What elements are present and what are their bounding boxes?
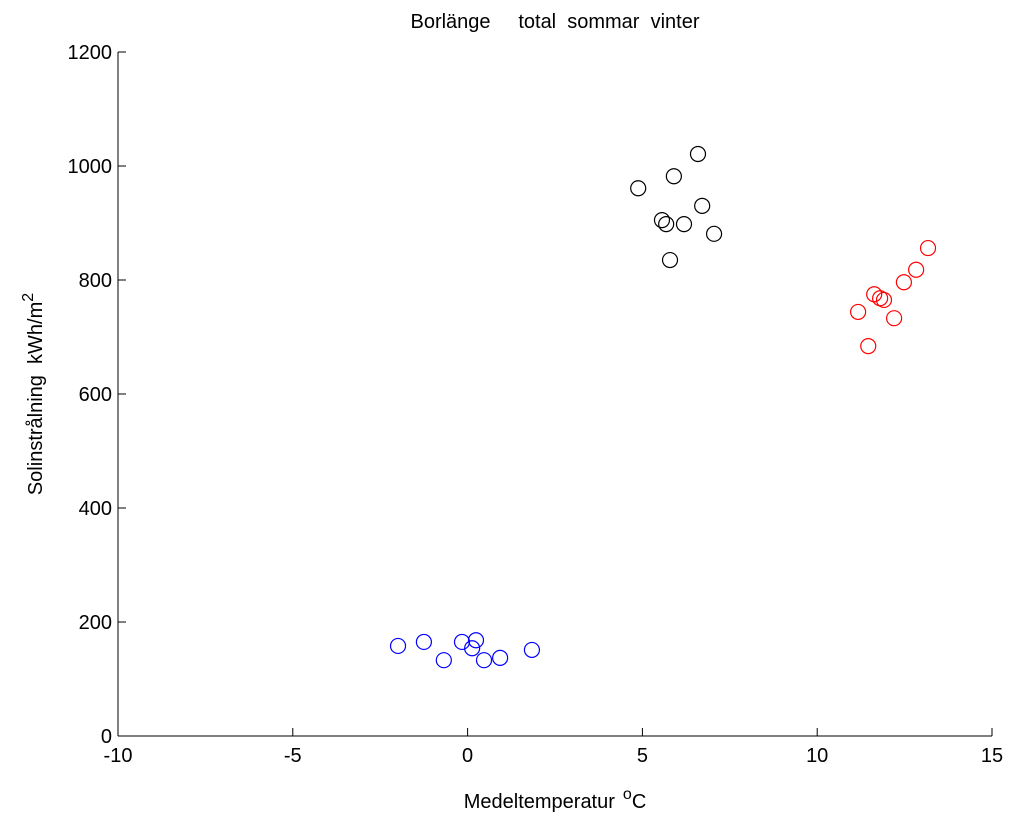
x-label-text: Medeltemperatur xyxy=(464,791,616,813)
point xyxy=(895,274,913,291)
y-label-sup: 2 xyxy=(20,293,37,302)
point xyxy=(435,652,452,669)
point xyxy=(630,180,647,197)
x-tick-label: -10 xyxy=(104,745,133,767)
point xyxy=(665,168,682,185)
x-tick-label: 15 xyxy=(981,745,1003,767)
y-label-text: Solinstrålning kWh/m xyxy=(25,302,47,495)
point xyxy=(866,286,883,303)
y-tick-label: 0 xyxy=(101,726,112,748)
y-tick-label: 600 xyxy=(79,384,112,406)
point xyxy=(523,641,541,659)
point xyxy=(675,216,693,233)
point xyxy=(908,261,925,278)
x-tick-label: 5 xyxy=(637,745,648,767)
y-axis-label: Solinstrålning kWh/m2 xyxy=(20,293,47,495)
y-tick-label: 1000 xyxy=(68,156,113,178)
x-tick-label: -5 xyxy=(284,745,302,767)
point xyxy=(453,633,471,651)
point xyxy=(661,251,679,269)
x-axis-label: Medeltemperatur oC xyxy=(464,786,647,813)
point xyxy=(694,197,711,214)
point xyxy=(705,225,723,242)
x-tick-label: 10 xyxy=(806,745,828,767)
y-tick-label: 200 xyxy=(79,612,112,634)
x-label-sup: o xyxy=(623,786,632,803)
point xyxy=(689,145,707,163)
point xyxy=(875,291,893,309)
point xyxy=(492,649,509,667)
point xyxy=(653,212,671,229)
x-tick-label: 0 xyxy=(462,745,473,767)
point xyxy=(886,310,903,327)
point xyxy=(658,216,675,233)
point xyxy=(860,338,877,355)
point xyxy=(464,640,481,657)
point xyxy=(475,652,493,669)
point xyxy=(850,303,867,321)
point xyxy=(919,239,937,257)
x-label-unit: C xyxy=(632,791,646,813)
point xyxy=(389,637,407,655)
y-tick-label: 1200 xyxy=(68,42,113,64)
y-tick-label: 800 xyxy=(79,270,112,292)
point xyxy=(467,632,485,649)
point xyxy=(415,633,432,651)
chart-title: Borlänge total sommar vinter xyxy=(410,11,699,33)
y-tick-label: 400 xyxy=(79,498,112,520)
